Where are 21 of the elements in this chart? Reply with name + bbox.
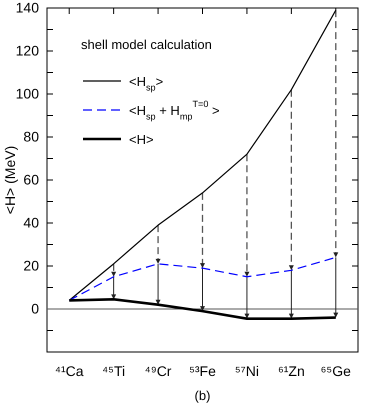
x-tick-label: ⁴⁵Ti xyxy=(102,362,126,379)
x-tick-label: ⁴⁹Cr xyxy=(144,362,172,379)
y-tick-label: 40 xyxy=(23,214,40,230)
legend-label: <H$_{sp}$ + H$_{mp}$$^{T=0}$ > xyxy=(129,99,220,122)
x-tick-label: ⁶⁵Ge xyxy=(320,362,352,379)
y-tick-label: 80 xyxy=(23,128,40,144)
y-tick-label: 60 xyxy=(23,171,40,188)
text: (b) xyxy=(194,388,210,403)
legend-label: <H$_{sp}$> xyxy=(129,74,164,93)
x-tick-label: ⁵³Fe xyxy=(189,362,216,379)
annotation: shell model calculation xyxy=(81,37,212,52)
y-tick-label: 120 xyxy=(16,42,40,58)
y-tick-label: 100 xyxy=(16,85,40,102)
x-tick-label: ⁶¹Zn xyxy=(278,362,305,379)
y-tick-label: 20 xyxy=(23,257,40,274)
y-tick-label: 0 xyxy=(31,300,40,316)
x-tick-label: ⁵⁷Ni xyxy=(234,362,259,379)
y-axis-title: <H> (MeV) xyxy=(2,146,18,214)
x-tick-label: ⁴¹Ca xyxy=(54,362,84,379)
legend-label: <H> xyxy=(129,132,154,147)
y-tick-label: 140 xyxy=(16,0,40,16)
